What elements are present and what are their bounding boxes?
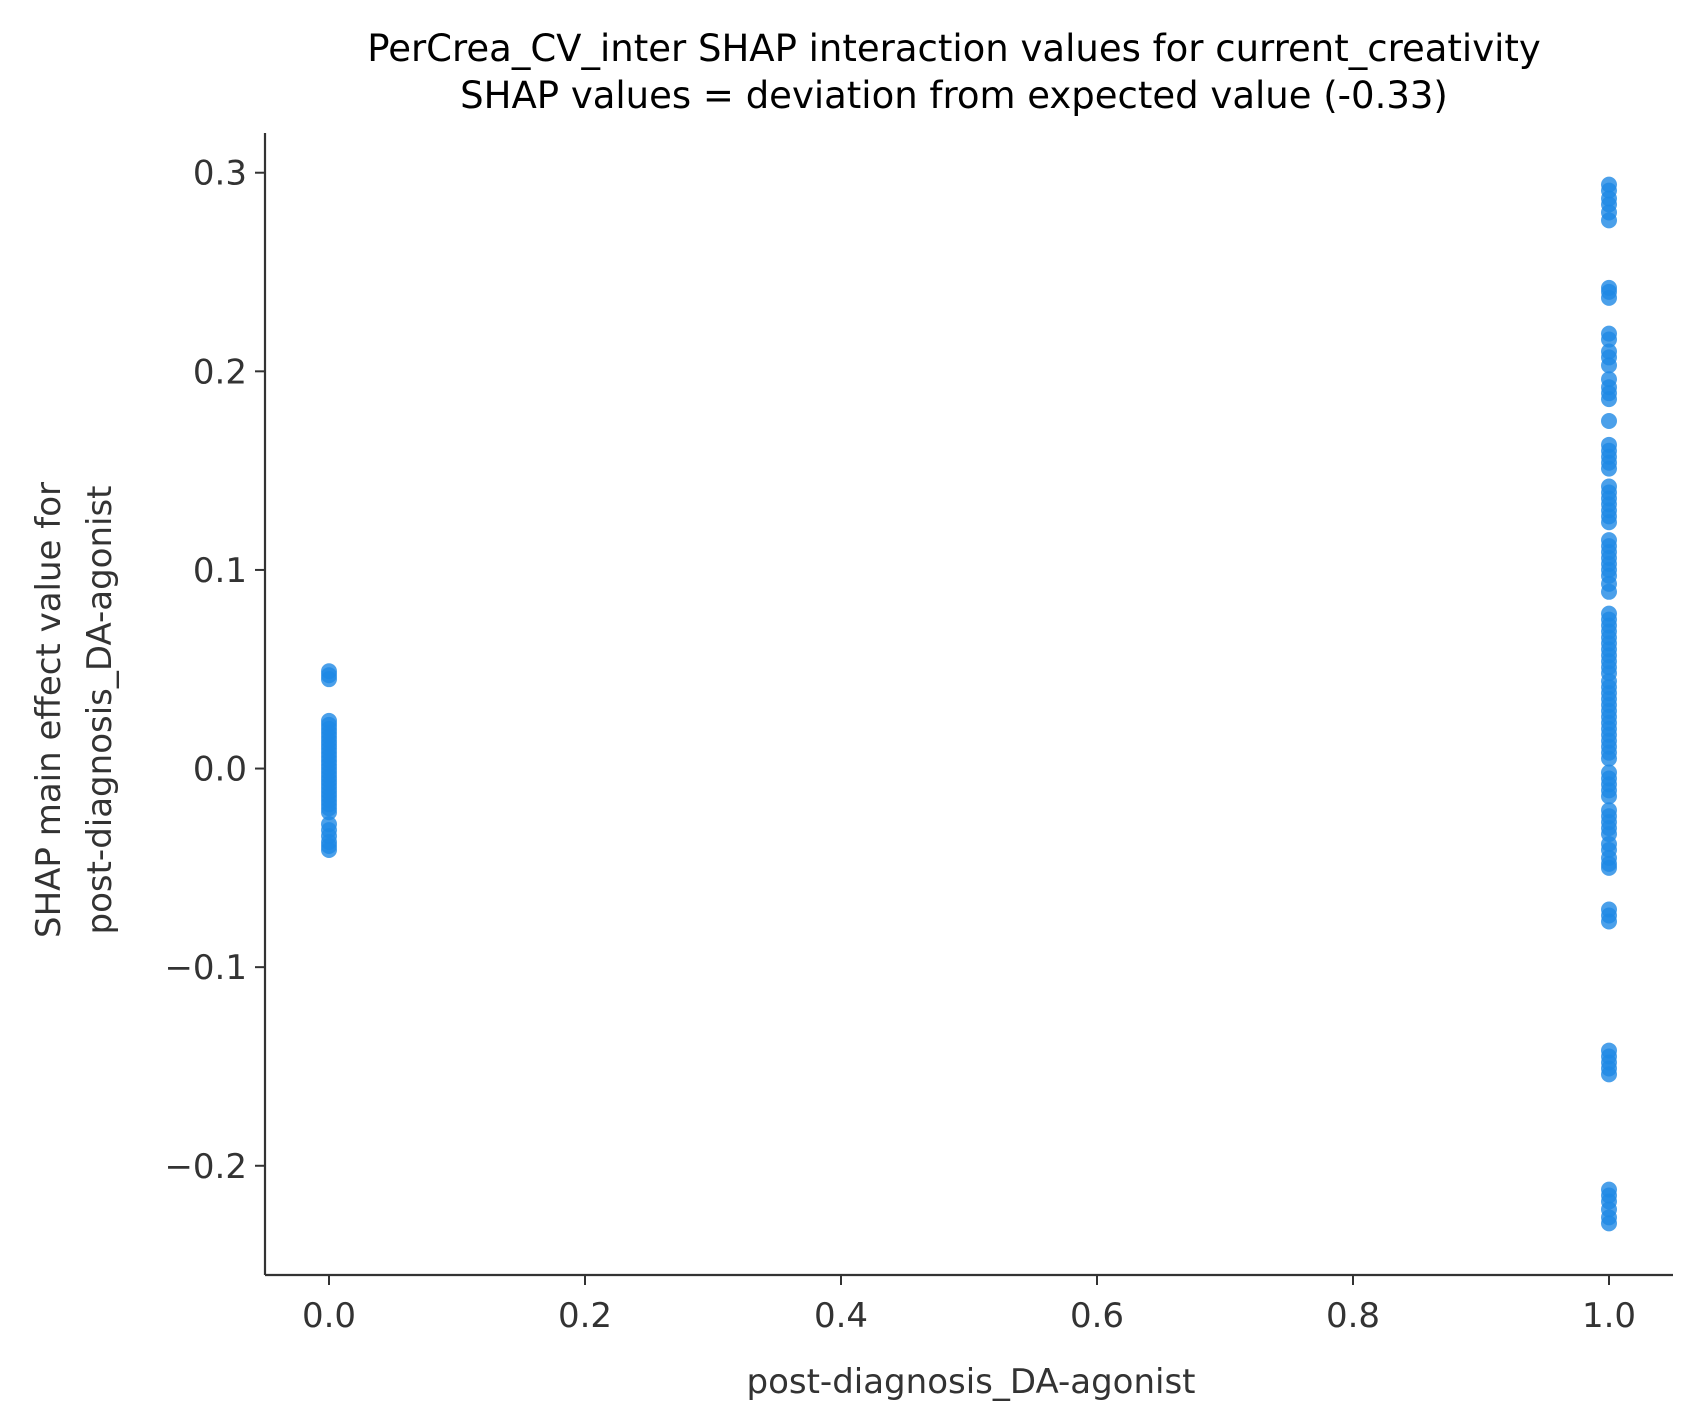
- x-tick-label: 0.0: [302, 1296, 356, 1336]
- x-tick-label: 0.6: [1070, 1296, 1124, 1336]
- x-axis-label: post-diagnosis_DA-agonist: [747, 1362, 1196, 1402]
- y-axis-label-line1: SHAP main effect value for: [29, 482, 69, 938]
- data-point: [1601, 357, 1617, 374]
- data-point: [1601, 391, 1617, 408]
- x-axis-ticks: 0.0 0.2 0.4 0.6 0.8 1.0: [302, 1275, 1636, 1336]
- data-point: [1601, 212, 1617, 229]
- plot-area: [321, 176, 1617, 1232]
- y-tick-label: 0.2: [193, 352, 247, 392]
- x-tick-label: 0.4: [814, 1296, 868, 1336]
- data-point: [1601, 750, 1617, 767]
- data-point: [321, 841, 337, 858]
- data-point: [1601, 583, 1617, 600]
- x-tick-label: 0.8: [1326, 1296, 1380, 1336]
- y-tick-label: 0.0: [193, 750, 247, 790]
- data-point: [1601, 788, 1617, 805]
- y-tick-label: −0.2: [164, 1147, 247, 1187]
- data-point: [1601, 913, 1617, 930]
- data-point: [1601, 859, 1617, 876]
- data-point: [1601, 1215, 1617, 1232]
- y-axis-ticks: −0.2 −0.1 0.0 0.1 0.2 0.3: [164, 154, 265, 1187]
- x-tick-label: 0.2: [558, 1296, 612, 1336]
- data-point: [1601, 514, 1617, 531]
- chart-subtitle: SHAP values = deviation from expected va…: [460, 74, 1448, 117]
- y-tick-label: 0.3: [193, 154, 247, 194]
- data-point: [1601, 412, 1617, 429]
- data-point: [1601, 460, 1617, 477]
- data-point: [1601, 1066, 1617, 1083]
- data-point: [321, 804, 337, 821]
- y-tick-label: −0.1: [164, 948, 247, 988]
- x-tick-label: 1.0: [1582, 1296, 1636, 1336]
- chart-title: PerCrea_CV_inter SHAP interaction values…: [367, 27, 1541, 70]
- data-point: [321, 671, 337, 688]
- y-tick-label: 0.1: [193, 551, 247, 591]
- y-axis-label-line2: post-diagnosis_DA-agonist: [80, 486, 120, 935]
- y-axis-label: SHAP main effect value for post-diagnosi…: [29, 482, 120, 938]
- data-point: [1601, 289, 1617, 306]
- data-point: [1601, 331, 1617, 348]
